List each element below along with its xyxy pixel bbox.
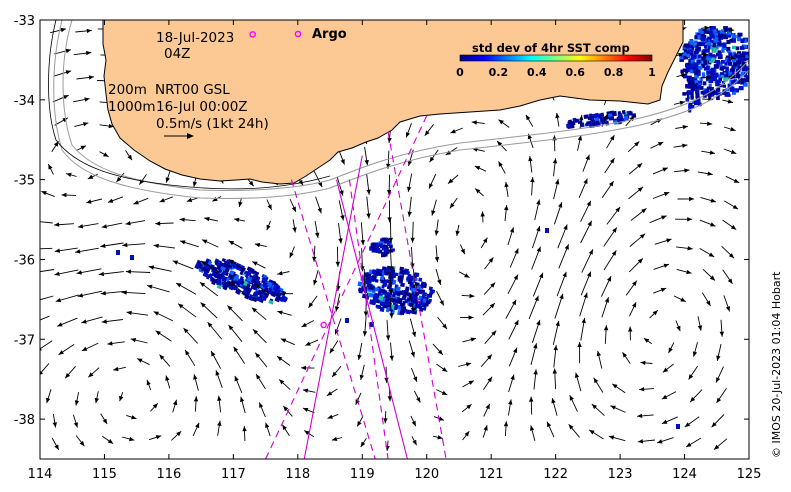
colorbar-tick-label: 0.8 [604, 66, 624, 79]
y-tick-label: -36 [14, 253, 35, 268]
scale-label: 0.5m/s (1kt 24h) [156, 116, 269, 132]
depth-200-label: 200m [108, 82, 147, 98]
colorbar-tick-label: 1 [648, 66, 656, 79]
plot-frame [39, 19, 750, 460]
colorbar-tick-label: 0.4 [527, 66, 547, 79]
argo-legend-marker [294, 30, 302, 38]
argo-floats [249, 31, 327, 329]
y-tick-label: -33 [14, 14, 35, 29]
colorbar-legend: std dev of 4hr SST comp 0 0.2 0.4 0.6 0.8 1 [456, 41, 656, 79]
x-tick-label: 124 [672, 467, 697, 482]
altimetry-track [387, 131, 447, 459]
product-label: NRT00 GSL [155, 82, 230, 98]
colorbar-tick-label: 0.2 [489, 66, 509, 79]
depth-1000-label: 1000m [108, 99, 156, 115]
x-tick-label: 121 [479, 467, 504, 482]
depth-contour-1000m [62, 20, 749, 192]
time-label: 16-Jul 00:00Z [156, 99, 248, 115]
date-label: 18-Jul-2023 [156, 30, 234, 46]
y-tick-label: -35 [14, 174, 35, 189]
y-tick-label: -38 [14, 413, 35, 428]
y-tick-label: -34 [14, 94, 35, 109]
y-tick-label: -37 [14, 333, 35, 348]
colorbar-title: std dev of 4hr SST comp [472, 41, 630, 55]
depth-contour-200m [53, 20, 749, 200]
x-tick-label: 114 [28, 467, 53, 482]
hour-label: 04Z [164, 46, 190, 62]
x-tick-label: 122 [543, 467, 568, 482]
argo-float-marker [249, 31, 256, 38]
credit-label: © IMOS 20-Jul-2023 01:04 Hobart [770, 271, 783, 458]
colorbar-tick-label: 0 [456, 66, 464, 79]
argo-float-marker [320, 321, 327, 329]
altimetry-track [290, 179, 376, 459]
x-tick-label: 120 [414, 467, 439, 482]
coast-detail-line [48, 20, 331, 190]
x-tick-label: 119 [350, 467, 375, 482]
satellite-tracks [265, 115, 447, 459]
x-tick-label: 118 [285, 467, 310, 482]
scale-arrow [164, 133, 194, 139]
axes: 114 115 116 117 118 119 120 121 122 123 124 125 -33 -… [14, 14, 762, 482]
x-tick-label: 125 [737, 467, 762, 482]
argo-legend-label: Argo [312, 27, 347, 42]
x-tick-label: 116 [156, 467, 181, 482]
x-tick-label: 123 [608, 467, 633, 482]
colorbar-tick-label: 0.6 [565, 66, 585, 79]
colorbar [459, 54, 653, 62]
altimetry-track [265, 115, 428, 459]
x-tick-label: 117 [221, 467, 246, 482]
x-tick-label: 115 [92, 467, 117, 482]
